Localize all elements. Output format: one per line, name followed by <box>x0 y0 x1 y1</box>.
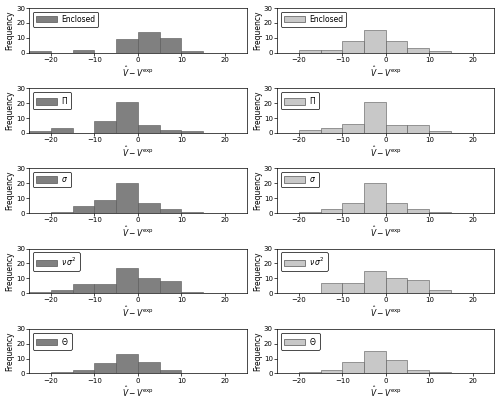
Bar <box>94 284 116 293</box>
X-axis label: $\hat{V} - V^{\mathrm{exp}}$: $\hat{V} - V^{\mathrm{exp}}$ <box>370 145 402 159</box>
Legend: Enclosed: Enclosed <box>281 12 346 27</box>
Bar <box>160 209 182 213</box>
Bar <box>116 354 138 373</box>
Bar <box>160 38 182 53</box>
Bar <box>408 209 429 213</box>
Bar <box>386 360 407 373</box>
X-axis label: $\hat{V} - V^{\mathrm{exp}}$: $\hat{V} - V^{\mathrm{exp}}$ <box>370 64 402 79</box>
Bar <box>408 126 429 133</box>
Bar <box>160 371 182 373</box>
Bar <box>429 132 451 133</box>
Bar <box>342 202 364 213</box>
Bar <box>94 121 116 133</box>
Bar <box>408 280 429 293</box>
Bar <box>51 211 72 213</box>
Bar <box>364 30 386 53</box>
Bar <box>116 39 138 53</box>
Bar <box>364 351 386 373</box>
Bar <box>29 51 51 53</box>
Y-axis label: Frequency: Frequency <box>254 171 262 211</box>
Bar <box>116 102 138 133</box>
Bar <box>138 32 160 53</box>
Legend: Enclosed: Enclosed <box>33 12 98 27</box>
Bar <box>364 271 386 293</box>
Bar <box>429 290 451 293</box>
Bar <box>408 371 429 373</box>
Bar <box>94 363 116 373</box>
Legend: $\sigma$: $\sigma$ <box>33 172 72 188</box>
Bar <box>182 51 203 53</box>
Bar <box>51 128 72 133</box>
Bar <box>299 372 320 373</box>
Bar <box>182 211 203 213</box>
Bar <box>138 202 160 213</box>
Bar <box>342 41 364 53</box>
Legend: $\nu\,\sigma^2$: $\nu\,\sigma^2$ <box>281 252 328 271</box>
X-axis label: $\hat{V} - V^{\mathrm{exp}}$: $\hat{V} - V^{\mathrm{exp}}$ <box>122 64 154 79</box>
Y-axis label: Frequency: Frequency <box>6 331 15 371</box>
Bar <box>182 292 203 293</box>
Bar <box>29 132 51 133</box>
Bar <box>51 290 72 293</box>
Y-axis label: Frequency: Frequency <box>254 11 262 50</box>
Bar <box>364 102 386 133</box>
Legend: $\Theta$: $\Theta$ <box>33 333 72 350</box>
Bar <box>408 48 429 53</box>
Bar <box>51 372 72 373</box>
Y-axis label: Frequency: Frequency <box>6 171 15 211</box>
Bar <box>342 362 364 373</box>
Bar <box>320 50 342 53</box>
Legend: $\nu\,\sigma^2$: $\nu\,\sigma^2$ <box>33 252 80 271</box>
Bar <box>342 124 364 133</box>
X-axis label: $\hat{V} - V^{\mathrm{exp}}$: $\hat{V} - V^{\mathrm{exp}}$ <box>370 305 402 319</box>
X-axis label: $\hat{V} - V^{\mathrm{exp}}$: $\hat{V} - V^{\mathrm{exp}}$ <box>122 385 154 399</box>
Bar <box>29 292 51 293</box>
Bar <box>299 130 320 133</box>
Bar <box>72 206 94 213</box>
Bar <box>299 211 320 213</box>
Y-axis label: Frequency: Frequency <box>254 251 262 291</box>
Bar <box>116 268 138 293</box>
Bar <box>160 130 182 133</box>
Bar <box>138 278 160 293</box>
Legend: $\sigma$: $\sigma$ <box>281 172 319 188</box>
X-axis label: $\hat{V} - V^{\mathrm{exp}}$: $\hat{V} - V^{\mathrm{exp}}$ <box>122 225 154 239</box>
Y-axis label: Frequency: Frequency <box>6 251 15 291</box>
Legend: $\Pi$: $\Pi$ <box>281 92 319 109</box>
Bar <box>299 50 320 53</box>
Legend: $\Theta$: $\Theta$ <box>281 333 320 350</box>
Bar <box>386 41 407 53</box>
Bar <box>72 50 94 53</box>
Bar <box>182 132 203 133</box>
Bar <box>429 51 451 53</box>
Bar <box>342 283 364 293</box>
Bar <box>386 202 407 213</box>
Bar <box>320 371 342 373</box>
Y-axis label: Frequency: Frequency <box>6 11 15 50</box>
Y-axis label: Frequency: Frequency <box>6 91 15 130</box>
Bar <box>94 200 116 213</box>
Bar <box>160 281 182 293</box>
Bar <box>72 284 94 293</box>
Bar <box>364 183 386 213</box>
Legend: $\Pi$: $\Pi$ <box>33 92 71 109</box>
Bar <box>138 362 160 373</box>
Y-axis label: Frequency: Frequency <box>254 331 262 371</box>
Bar <box>116 183 138 213</box>
X-axis label: $\hat{V} - V^{\mathrm{exp}}$: $\hat{V} - V^{\mathrm{exp}}$ <box>122 305 154 319</box>
Bar <box>138 126 160 133</box>
X-axis label: $\hat{V} - V^{\mathrm{exp}}$: $\hat{V} - V^{\mathrm{exp}}$ <box>370 225 402 239</box>
X-axis label: $\hat{V} - V^{\mathrm{exp}}$: $\hat{V} - V^{\mathrm{exp}}$ <box>370 385 402 399</box>
Bar <box>320 283 342 293</box>
Bar <box>386 126 407 133</box>
Bar <box>429 372 451 373</box>
Bar <box>386 278 407 293</box>
Bar <box>320 209 342 213</box>
X-axis label: $\hat{V} - V^{\mathrm{exp}}$: $\hat{V} - V^{\mathrm{exp}}$ <box>122 145 154 159</box>
Bar <box>320 128 342 133</box>
Bar <box>72 371 94 373</box>
Y-axis label: Frequency: Frequency <box>254 91 262 130</box>
Bar <box>429 211 451 213</box>
